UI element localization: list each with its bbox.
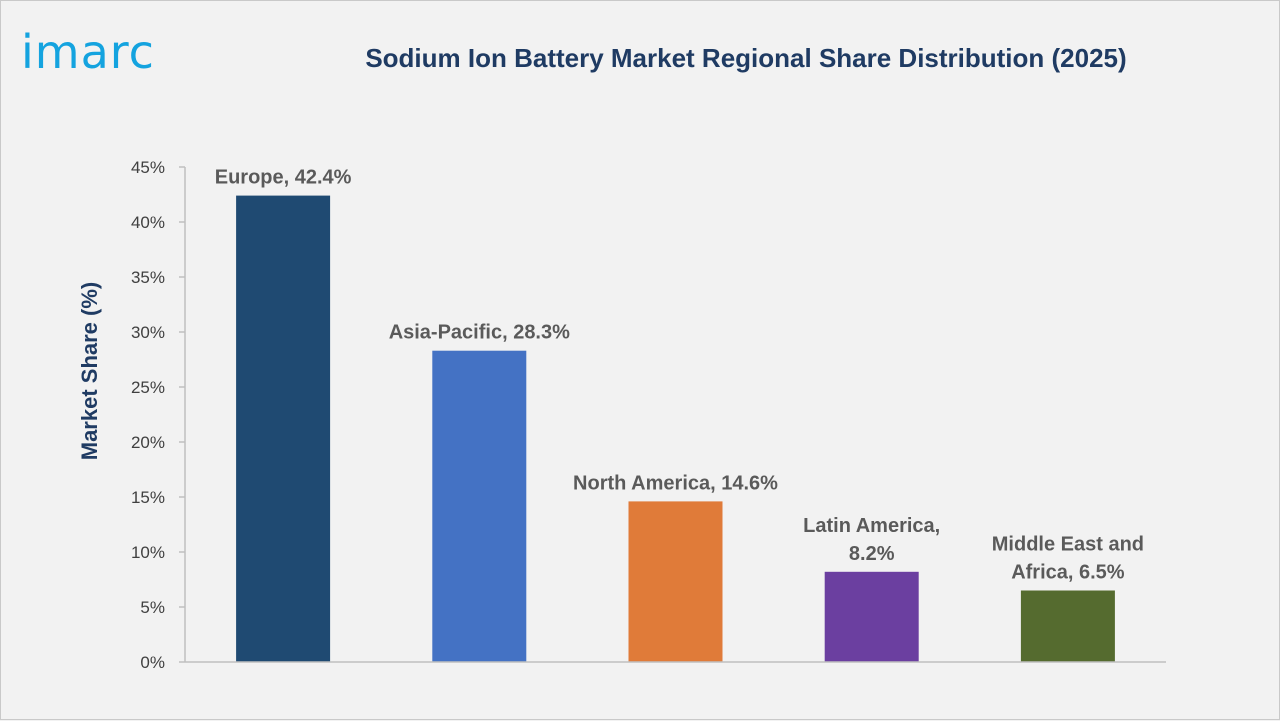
y-tick-label: 20% [131, 433, 165, 452]
y-tick-label: 10% [131, 543, 165, 562]
data-label: Latin America, [803, 515, 940, 537]
imarc-logo: imarc [21, 25, 155, 79]
bar-north-america [628, 501, 723, 662]
y-tick-label: 5% [140, 598, 165, 617]
bar-latin-america [824, 571, 919, 662]
y-axis-ticks: 0% 5% 10% 15% 20% 25% 30% 35% 40% 45% [131, 158, 185, 672]
y-tick-label: 30% [131, 323, 165, 342]
y-tick-label: 0% [140, 653, 165, 672]
bar-middle-east-and-africa [1020, 590, 1115, 662]
y-tick-label: 25% [131, 378, 165, 397]
y-tick-label: 35% [131, 268, 165, 287]
y-tick-label: 15% [131, 488, 165, 507]
bar-asia-pacific [432, 350, 527, 662]
data-labels: Europe, 42.4% Asia-Pacific, 28.3% North Am… [215, 167, 1144, 584]
data-label: North America, 14.6% [573, 472, 778, 494]
y-tick-label: 40% [131, 213, 165, 232]
chart-title: Sodium Ion Battery Market Regional Share… [365, 43, 1127, 73]
data-label: 8.2% [849, 543, 895, 565]
y-tick-label: 45% [131, 158, 165, 177]
bar-europe [236, 195, 331, 662]
data-label: Europe, 42.4% [215, 167, 352, 189]
bars [236, 195, 1115, 662]
data-label: Middle East and [992, 534, 1144, 556]
data-label: Asia-Pacific, 28.3% [389, 322, 570, 344]
data-label: Africa, 6.5% [1011, 562, 1125, 584]
